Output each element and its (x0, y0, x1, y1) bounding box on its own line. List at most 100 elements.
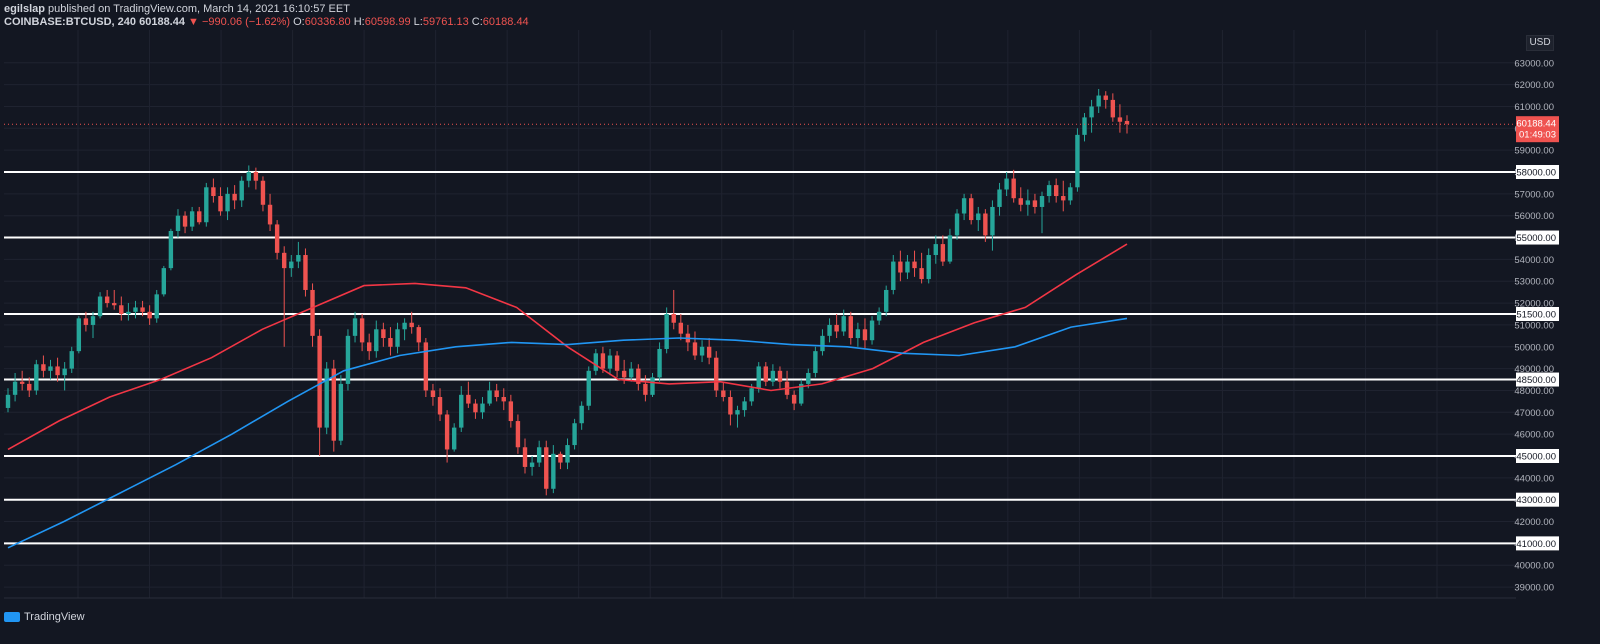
candle-body (175, 215, 181, 231)
candle-body (990, 206, 995, 236)
price-tick-label: 63000.00 (1514, 58, 1554, 69)
candle (636, 364, 641, 391)
candle (168, 228, 174, 271)
candle-body (1046, 185, 1052, 197)
candle (947, 228, 953, 264)
candle (1124, 115, 1130, 134)
candle (848, 311, 853, 345)
candle-body (756, 366, 761, 389)
level-price-label: 51500.00 (1516, 310, 1556, 321)
candle-body (544, 447, 549, 489)
candlestick-series (5, 88, 1130, 496)
candle (536, 440, 542, 467)
candle-body (423, 342, 429, 391)
author-name[interactable]: egilslap (4, 3, 45, 15)
candle (367, 333, 372, 360)
candle-body (1082, 117, 1087, 135)
candle (402, 318, 407, 341)
candle-body (855, 329, 861, 339)
candle (1103, 91, 1108, 109)
candle (246, 165, 251, 188)
candle (459, 386, 464, 432)
candle-body (522, 447, 528, 467)
candle-body (274, 224, 280, 253)
candle (876, 307, 882, 325)
candle-body (367, 342, 372, 352)
candle-body (664, 314, 669, 349)
candle (409, 311, 414, 334)
candle (565, 438, 570, 470)
close-value: 60188.44 (482, 16, 529, 28)
candle (1068, 182, 1073, 205)
candle (466, 381, 471, 408)
tradingview-logo[interactable]: TradingView (4, 611, 85, 623)
price-chart[interactable]: 39000.00 40000.00 41000.00 42000.00 43000.00… (0, 30, 1600, 606)
candle (416, 324, 421, 352)
candle-body (147, 311, 152, 319)
candle (891, 255, 896, 295)
candle-body (331, 368, 336, 441)
candle-body (1096, 95, 1101, 107)
candle-body (104, 296, 110, 304)
candle (933, 235, 938, 264)
candle-body (1004, 178, 1009, 190)
price-tick-label: 46000.00 (1514, 430, 1554, 441)
candle (352, 311, 358, 343)
currency-button[interactable]: USD (1526, 35, 1554, 51)
candle-body (1011, 178, 1016, 199)
candle-body (62, 368, 67, 376)
candle-body (827, 324, 832, 336)
candle-body (352, 318, 358, 336)
candle (508, 394, 514, 428)
candle (657, 342, 662, 382)
candle-body (1117, 117, 1123, 122)
candle (34, 359, 39, 395)
symbol-label[interactable]: COINBASE:BTCUSD, 240 (4, 16, 137, 28)
candle (437, 388, 443, 422)
candle-body (777, 370, 783, 382)
price-tick-label: 47000.00 (1514, 408, 1554, 419)
candle-body (983, 213, 988, 236)
candle-body (189, 211, 195, 227)
candle-body (600, 353, 606, 369)
candle-body (487, 390, 492, 404)
candle (480, 397, 485, 419)
price-tick-label: 53000.00 (1514, 277, 1554, 288)
candle (27, 377, 32, 398)
candle (1110, 93, 1116, 122)
candle (289, 255, 294, 277)
candle-body (55, 366, 60, 376)
candle-body (225, 193, 230, 212)
candle (197, 206, 202, 225)
candle (827, 318, 832, 343)
candle-body (345, 335, 351, 384)
candle-body (154, 294, 159, 319)
candle (430, 383, 436, 406)
candle-body (508, 401, 514, 422)
candle (90, 311, 96, 339)
price-tick-label: 56000.00 (1514, 211, 1554, 222)
candle (1032, 193, 1038, 214)
candle-body (1018, 198, 1023, 205)
candle (112, 289, 117, 310)
candle-body (282, 252, 287, 269)
candle-body (586, 370, 591, 406)
candle-body (926, 255, 931, 280)
candle (274, 220, 280, 260)
candle-body (898, 261, 903, 273)
candle-body (551, 453, 556, 489)
candle (777, 366, 783, 389)
candle (296, 241, 301, 269)
footer: TradingView (0, 606, 1600, 644)
candle (551, 445, 556, 494)
candle-body (359, 318, 365, 343)
candle-body (317, 335, 322, 428)
candle (317, 329, 322, 456)
level-price-label: 58000.00 (1516, 168, 1556, 179)
candle (444, 410, 450, 463)
candle-body (968, 198, 974, 221)
candle (19, 370, 25, 391)
candle-body (430, 390, 436, 398)
publish-info: egilslap published on TradingView.com, M… (4, 3, 350, 16)
candle (515, 414, 521, 454)
